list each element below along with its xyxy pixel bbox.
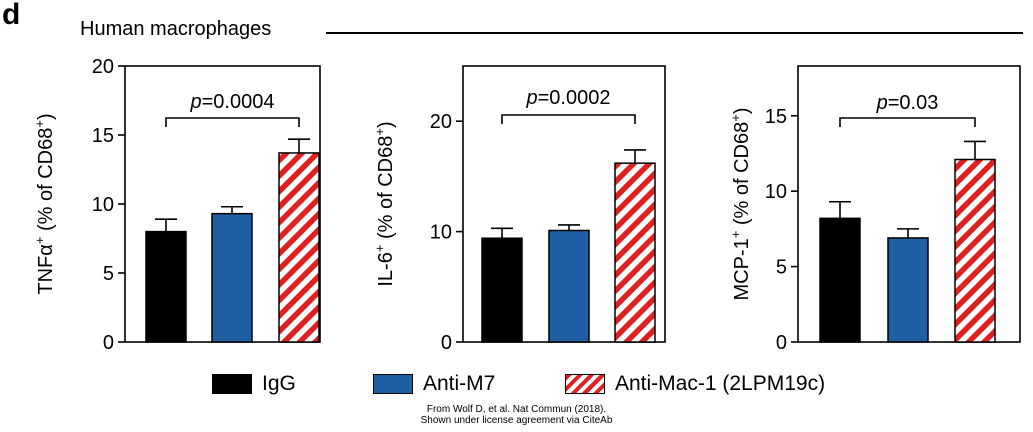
p-value-label: p=0.0004 [190, 91, 275, 113]
legend-swatch-anti-mac-1 [565, 374, 605, 394]
legend-label-igg: IgG [262, 372, 296, 395]
p-value-label: p=0.0002 [526, 87, 611, 109]
bar-igg [145, 230, 187, 343]
bar-igg [819, 217, 861, 343]
legend-item-anti-m7: Anti-M7 [373, 369, 495, 399]
legend-item-igg: IgG [212, 369, 296, 399]
bar-anti-m7 [211, 212, 253, 343]
y-tick-label: 5 [103, 263, 114, 285]
credit: From Wolf D, et al. Nat Commun (2018). S… [0, 404, 1033, 426]
significance-bracket [839, 117, 976, 127]
legend-label-anti-mac-1: Anti-Mac-1 (2LPM19c) [615, 372, 826, 395]
legend-label-anti-m7: Anti-M7 [423, 372, 496, 395]
y-tick-label: 10 [765, 181, 787, 203]
bar-anti-m7 [887, 237, 929, 343]
bar-anti-mac-1 [614, 162, 656, 343]
legend-item-anti-mac-1: Anti-Mac-1 (2LPM19c) [565, 369, 825, 399]
panel-letter: d [2, 0, 21, 31]
y-tick-label: 20 [430, 111, 452, 133]
legend-swatch-anti-m7 [373, 374, 413, 394]
y-tick-label: 15 [92, 125, 114, 147]
significance-bracket [165, 117, 300, 127]
y-tick-label: 10 [92, 194, 114, 216]
bar-anti-m7 [548, 229, 590, 343]
y-tick-label: 0 [441, 332, 452, 354]
y-tick-label: 0 [103, 332, 114, 354]
y-axis-label: TNFα+ (% of CD68+) [32, 113, 57, 294]
y-tick-label: 5 [776, 257, 787, 279]
y-axis-label: MCP-1+ (% of CD68+) [728, 107, 753, 300]
credit-line-2: Shown under license agreement via CiteAb [420, 415, 613, 426]
group-title: Human macrophages [80, 18, 272, 40]
y-tick-label: 20 [92, 56, 114, 78]
credit-line-1: From Wolf D, et al. Nat Commun (2018). [426, 404, 607, 415]
bar-igg [481, 237, 523, 343]
bar-anti-mac-1 [954, 158, 996, 343]
group-title-rule [326, 32, 1023, 34]
chart-panel-2: 0 10 20 IL-6+ (% of CD68+) p=0.0002 [372, 65, 666, 354]
chart-panel-1: 0 5 10 15 20 TNFα+ (% of CD68+) p=0.0004 [32, 56, 321, 354]
y-tick-label: 10 [430, 222, 452, 244]
legend: IgG Anti-M7 Anti-Mac-1 (2LPM19c) [0, 369, 1033, 399]
legend-swatch-igg [212, 374, 252, 394]
p-value-label: p=0.03 [876, 92, 939, 114]
significance-bracket [501, 114, 636, 124]
y-tick-label: 0 [776, 332, 787, 354]
y-axis-label: IL-6+ (% of CD68+) [372, 121, 397, 286]
bar-anti-mac-1 [278, 152, 320, 343]
chart-panel-3: 0 5 10 15 MCP-1+ (% of CD68+) p=0.03 [728, 65, 1021, 354]
y-tick-label: 15 [765, 106, 787, 128]
